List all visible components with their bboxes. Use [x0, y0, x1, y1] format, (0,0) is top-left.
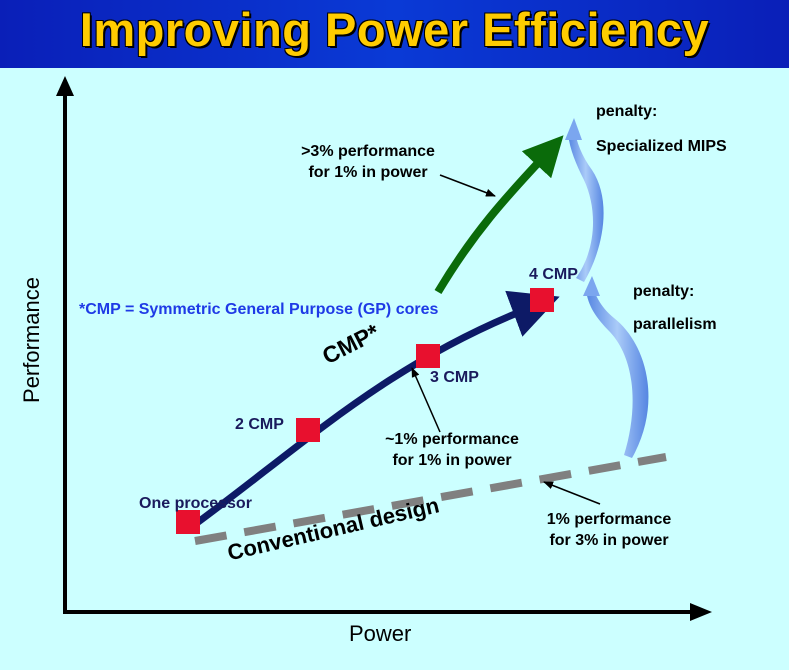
- penalty-parallelism-arrow: [586, 284, 649, 458]
- penalty-mips-title: penalty:: [596, 103, 658, 120]
- annotation-cmp-gain: ~1% performance for 1% in power: [367, 431, 537, 470]
- point-one-processor: [176, 510, 200, 534]
- point-3-cmp: [416, 344, 440, 368]
- annotation-conventional-gain-line2: for 3% in power: [549, 532, 669, 549]
- annotation-specialized-gain-line1: >3% performance: [301, 143, 435, 160]
- y-axis-label: Performance: [19, 277, 44, 403]
- penalty-mips-name: Specialized MIPS: [596, 138, 727, 155]
- x-axis-label: Power: [349, 621, 412, 646]
- annotation-cmp-gain-line1: ~1% performance: [385, 431, 519, 448]
- cmp-definition: *CMP = Symmetric General Purpose (GP) co…: [79, 301, 439, 318]
- annotation-specialized-gain-line2: for 1% in power: [308, 164, 428, 181]
- penalty-parallelism-name: parallelism: [633, 316, 717, 333]
- specialized-arrow: [434, 135, 564, 295]
- annotation-conventional-gain-line1: 1% performance: [546, 511, 672, 528]
- x-axis-arrowhead: [690, 603, 712, 621]
- annotation-specialized-gain: >3% performance for 1% in power: [283, 143, 453, 182]
- x-axis: [63, 603, 712, 621]
- page-title: Improving Power Efficiency: [79, 3, 710, 56]
- y-axis-arrowhead: [56, 76, 74, 96]
- point-label-4-cmp: 4 CMP: [529, 266, 578, 283]
- penalty-mips-arrowhead: [565, 118, 582, 140]
- penalty-parallelism-title: penalty:: [633, 283, 695, 300]
- point-label-one-processor: One processor: [139, 495, 252, 512]
- penalty-mips-arrow: [568, 126, 604, 282]
- title-banner: [0, 0, 789, 68]
- point-label-2-cmp: 2 CMP: [235, 416, 284, 433]
- pointer-conventional-gain: [543, 481, 601, 505]
- point-2-cmp: [296, 418, 320, 442]
- point-label-3-cmp: 3 CMP: [430, 369, 479, 386]
- y-axis: [56, 76, 74, 613]
- pointer-cmp-gain: [411, 367, 441, 433]
- annotation-cmp-gain-line2: for 1% in power: [392, 452, 512, 469]
- penalty-parallelism-arrowhead: [583, 276, 600, 296]
- conventional-design-line: [194, 453, 667, 545]
- annotation-conventional-gain: 1% performance for 3% in power: [524, 511, 694, 550]
- pointer-specialized-gain: [439, 174, 496, 197]
- point-4-cmp: [530, 288, 554, 312]
- cmp-curve: [187, 290, 560, 531]
